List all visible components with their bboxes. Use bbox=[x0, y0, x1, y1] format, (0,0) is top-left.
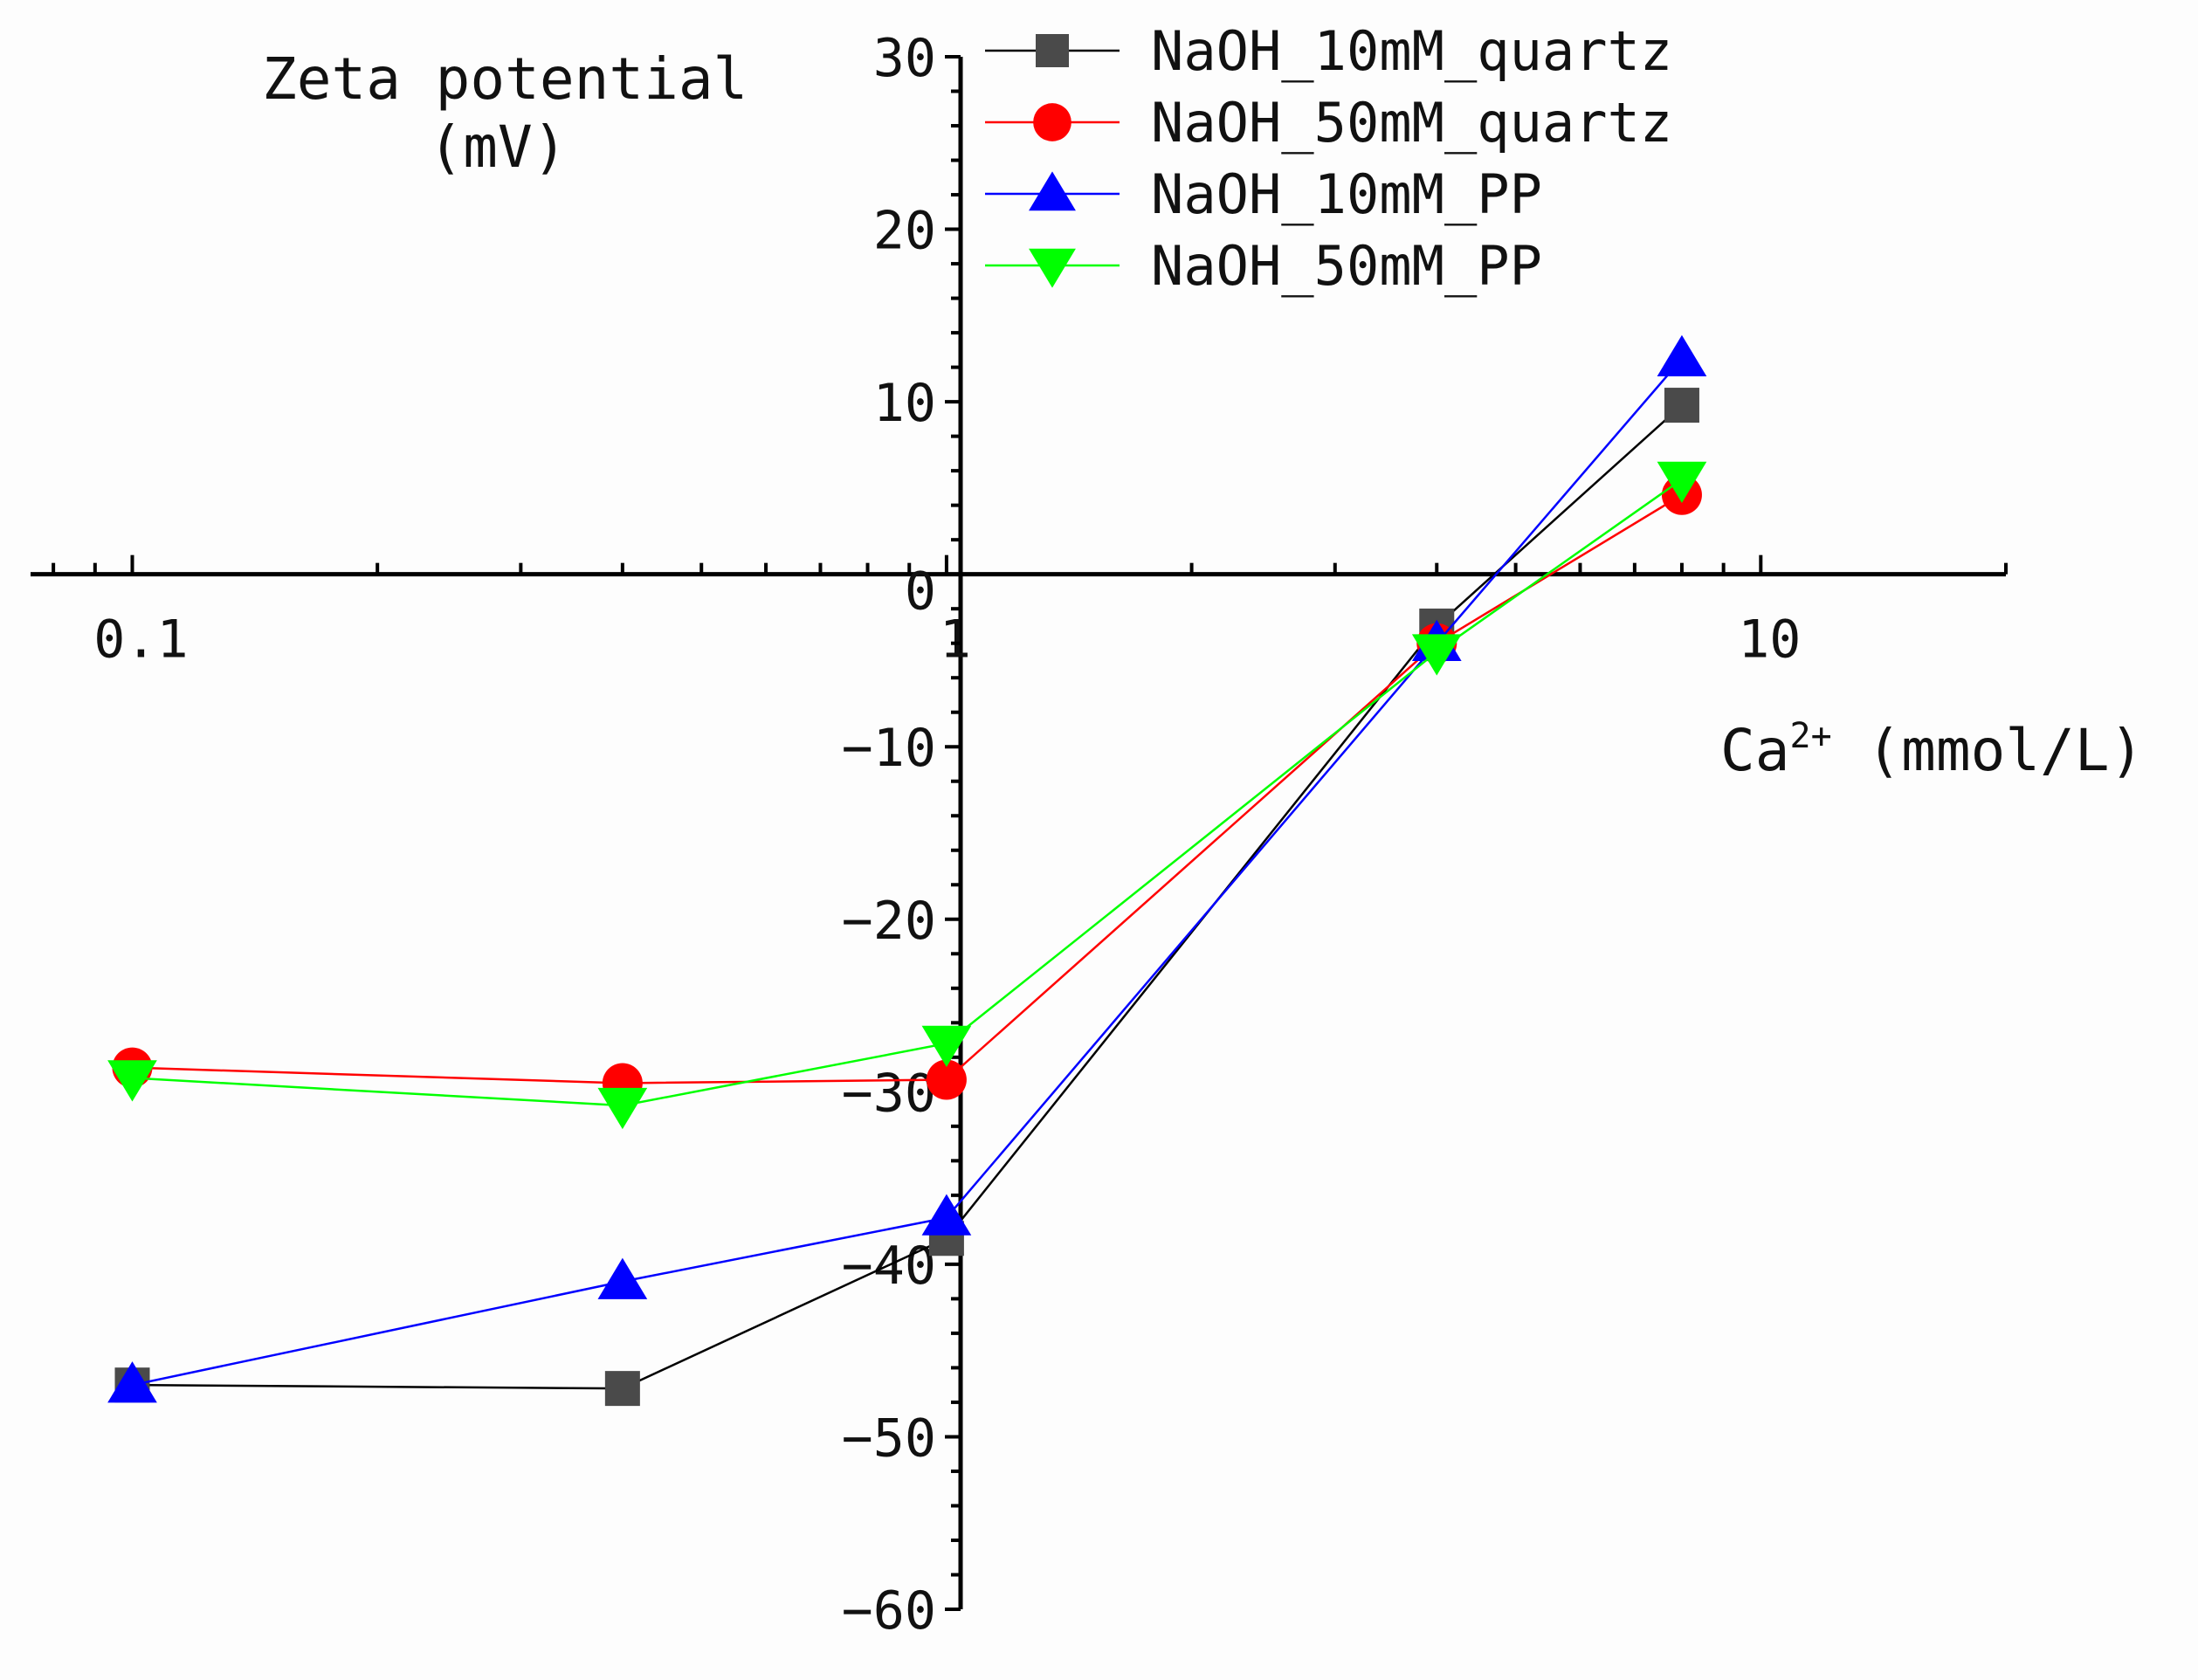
data-point bbox=[604, 1371, 640, 1407]
series-line bbox=[132, 357, 1683, 1387]
legend-item: NaOH_10mM_quartz bbox=[985, 19, 1672, 83]
data-point bbox=[107, 1060, 157, 1102]
legend-marker bbox=[1029, 171, 1076, 211]
data-point bbox=[921, 1025, 972, 1068]
data-point bbox=[597, 1257, 648, 1299]
data-point bbox=[1664, 388, 1699, 423]
data-point bbox=[107, 1361, 157, 1403]
y-tick-label: 30 bbox=[873, 28, 936, 89]
data-point bbox=[1657, 461, 1707, 504]
y-tick-label: 20 bbox=[873, 201, 936, 262]
y-tick-label: −30 bbox=[842, 1063, 936, 1124]
chart-title-unit: (mV) bbox=[428, 114, 568, 181]
legend-label: NaOH_10mM_PP bbox=[1151, 162, 1542, 226]
legend-label: NaOH_10mM_quartz bbox=[1151, 19, 1672, 83]
legend-marker bbox=[1033, 103, 1071, 141]
y-tick-label: −10 bbox=[842, 718, 936, 779]
series-NaOH_50mM_PP bbox=[107, 461, 1707, 1130]
data-point bbox=[597, 1087, 648, 1130]
legend-item: NaOH_10mM_PP bbox=[985, 162, 1542, 226]
data-point bbox=[1411, 634, 1462, 676]
x-tick-label: 1 bbox=[940, 609, 971, 671]
legend-marker bbox=[1036, 34, 1069, 67]
series-layer bbox=[107, 334, 1707, 1407]
data-point bbox=[921, 1194, 972, 1236]
x-tick-label: 10 bbox=[1738, 609, 1801, 671]
chart-title-text: Zeta potential bbox=[262, 45, 748, 113]
legend-item: NaOH_50mM_quartz bbox=[985, 91, 1672, 155]
legend: NaOH_10mM_quartz NaOH_50mM_quartz NaOH_10m… bbox=[985, 19, 1672, 298]
data-point bbox=[1657, 334, 1707, 376]
legend-item: NaOH_50mM_PP bbox=[985, 234, 1542, 298]
legend-label: NaOH_50mM_PP bbox=[1151, 234, 1542, 298]
x-axis-label: Ca2+ (mmol/L) bbox=[1720, 716, 2144, 784]
legend-marker bbox=[1029, 248, 1076, 288]
y-tick-label: 10 bbox=[873, 373, 936, 434]
y-tick-label: −20 bbox=[842, 891, 936, 952]
chart-title: Zeta potential (mV) bbox=[262, 45, 748, 182]
x-axis-label-base: Ca bbox=[1720, 717, 1790, 784]
y-tick-label: −60 bbox=[842, 1580, 936, 1642]
x-axis-label-unit: (mmol/L) bbox=[1831, 717, 2145, 784]
x-axis-label-superscript: 2+ bbox=[1789, 716, 1832, 756]
data-point bbox=[926, 1059, 967, 1100]
legend-label: NaOH_50mM_quartz bbox=[1151, 91, 1672, 155]
x-tick-label: 0.1 bbox=[93, 609, 188, 671]
y-tick-label: −50 bbox=[842, 1408, 936, 1469]
y-tick-label: 0 bbox=[905, 561, 936, 623]
